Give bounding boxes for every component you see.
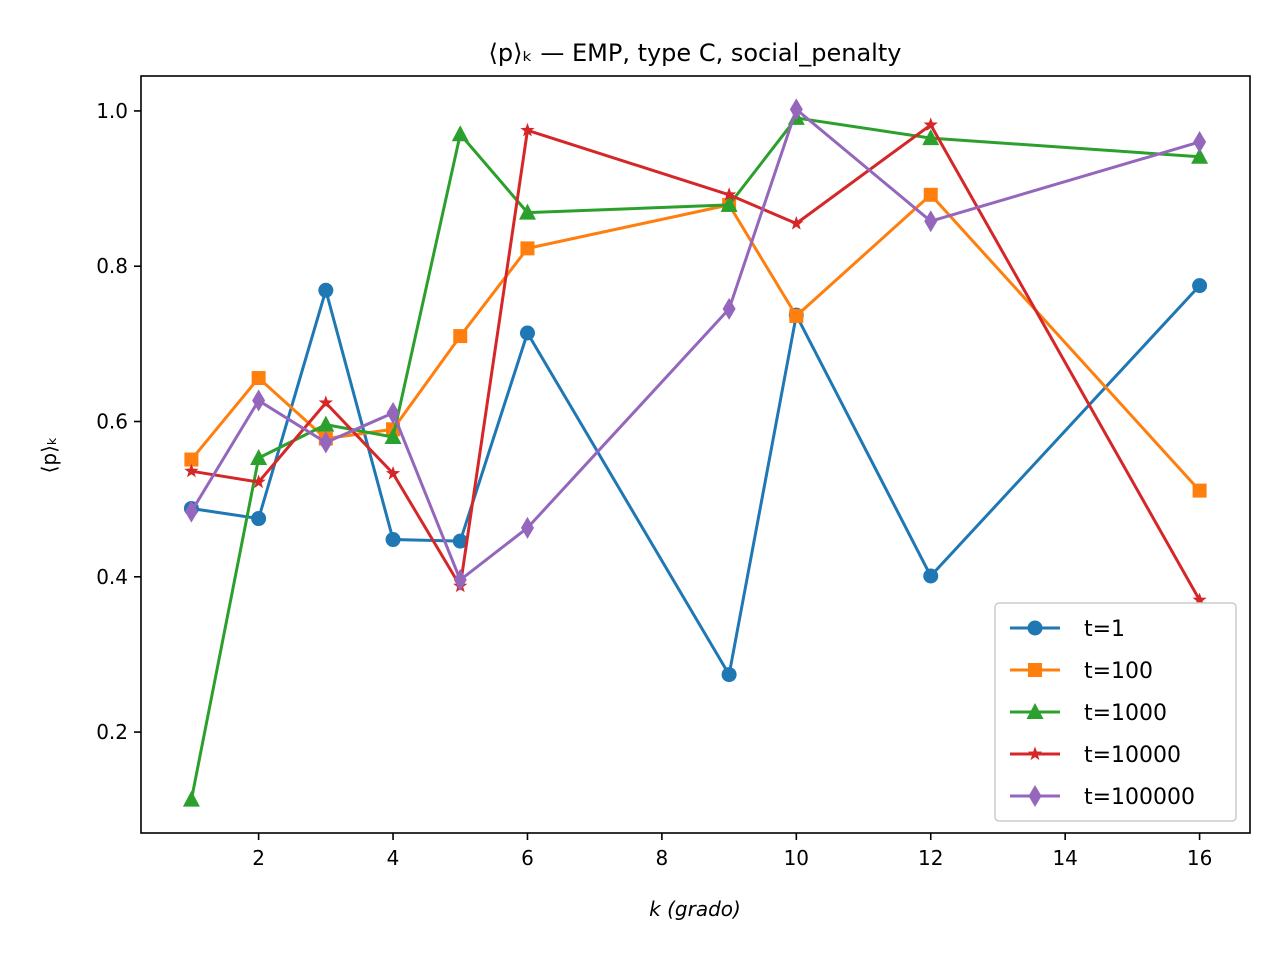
x-tick-label: 6 xyxy=(521,846,534,870)
data-point xyxy=(453,568,467,591)
plot-frame xyxy=(140,75,1251,834)
plot-area xyxy=(182,98,1209,807)
y-tick-label: 1.0 xyxy=(96,99,128,123)
data-point xyxy=(251,511,267,527)
data-point xyxy=(451,125,469,142)
y-tick-label: 0.2 xyxy=(96,720,128,744)
chart-title: ⟨p⟩ₖ — EMP, type C, social_penalty xyxy=(489,39,902,67)
x-tick-label: 12 xyxy=(918,846,943,870)
x-tick-label: 16 xyxy=(1187,846,1212,870)
x-tick-label: 14 xyxy=(1052,846,1077,870)
data-point xyxy=(924,210,938,233)
data-point xyxy=(520,516,534,539)
data-point xyxy=(385,532,401,548)
series-4 xyxy=(184,117,1207,607)
x-tick-label: 10 xyxy=(784,846,809,870)
data-point xyxy=(789,308,804,323)
x-axis-label: k (grado) xyxy=(649,897,741,921)
data-point xyxy=(721,667,737,683)
data-point xyxy=(250,448,268,465)
y-axis: 0.2 0.4 0.6 0.8 1.0 xyxy=(96,99,141,744)
data-point xyxy=(520,122,535,137)
series-5 xyxy=(184,98,1207,591)
data-point xyxy=(184,452,199,467)
data-point xyxy=(720,195,738,212)
x-tick-label: 8 xyxy=(656,846,669,870)
data-point xyxy=(252,389,266,412)
x-axis: 2 4 6 8 10 12 14 16 xyxy=(252,833,1212,870)
legend-label: t=1 xyxy=(1084,617,1125,642)
data-point xyxy=(184,500,198,523)
legend-item: t=100000 xyxy=(1010,785,1195,810)
data-point xyxy=(385,466,401,480)
data-point xyxy=(453,329,468,344)
data-point xyxy=(789,216,804,230)
series-line xyxy=(191,284,1201,677)
y-tick-label: 0.8 xyxy=(96,254,128,278)
y-axis-label: ⟨p⟩ₖ xyxy=(37,437,61,474)
legend-label: t=10000 xyxy=(1084,743,1181,768)
data-point xyxy=(923,117,938,131)
data-point xyxy=(1191,147,1209,164)
legend-marker xyxy=(1027,746,1043,761)
data-point xyxy=(319,431,333,454)
data-point xyxy=(518,203,536,220)
legend-item: t=10000 xyxy=(1010,743,1181,768)
data-point xyxy=(923,187,938,202)
legend-item: t=100 xyxy=(1010,659,1153,684)
data-point xyxy=(1193,130,1207,153)
legend-label: t=100000 xyxy=(1084,785,1195,810)
y-tick-label: 0.4 xyxy=(96,565,128,589)
data-point xyxy=(1192,483,1207,498)
legend-frame xyxy=(994,602,1237,822)
data-point xyxy=(384,428,402,445)
data-point xyxy=(184,463,199,478)
data-point xyxy=(1192,592,1207,607)
data-point xyxy=(318,395,333,409)
series-line xyxy=(190,107,1201,582)
data-point xyxy=(721,187,737,201)
y-tick-label: 0.6 xyxy=(96,410,128,434)
legend-marker xyxy=(1026,703,1044,719)
legend-label: t=100 xyxy=(1084,659,1153,684)
data-point xyxy=(251,371,266,386)
legend: t=1 t=100 t=1000 t=10000 t=100000 xyxy=(994,602,1237,822)
data-point xyxy=(520,241,535,256)
data-point xyxy=(722,297,736,320)
series-line xyxy=(191,123,1201,601)
data-point xyxy=(789,98,803,121)
legend-marker xyxy=(1028,663,1042,677)
legend-item: t=1000 xyxy=(1010,701,1167,726)
data-point xyxy=(922,129,940,146)
data-point xyxy=(317,415,335,432)
legend-item: t=1 xyxy=(1010,617,1125,642)
data-point xyxy=(386,401,400,424)
x-tick-label: 4 xyxy=(387,846,400,870)
legend-marker xyxy=(1027,620,1043,636)
legend-label: t=1000 xyxy=(1084,701,1167,726)
data-point xyxy=(519,325,535,341)
x-tick-label: 2 xyxy=(252,846,265,870)
data-point xyxy=(1192,278,1208,294)
data-point xyxy=(182,790,200,807)
data-point xyxy=(452,533,468,549)
data-point xyxy=(923,568,939,584)
data-point xyxy=(318,282,334,298)
series-line xyxy=(190,193,1201,492)
legend-marker xyxy=(1028,785,1042,807)
data-point xyxy=(251,474,266,489)
